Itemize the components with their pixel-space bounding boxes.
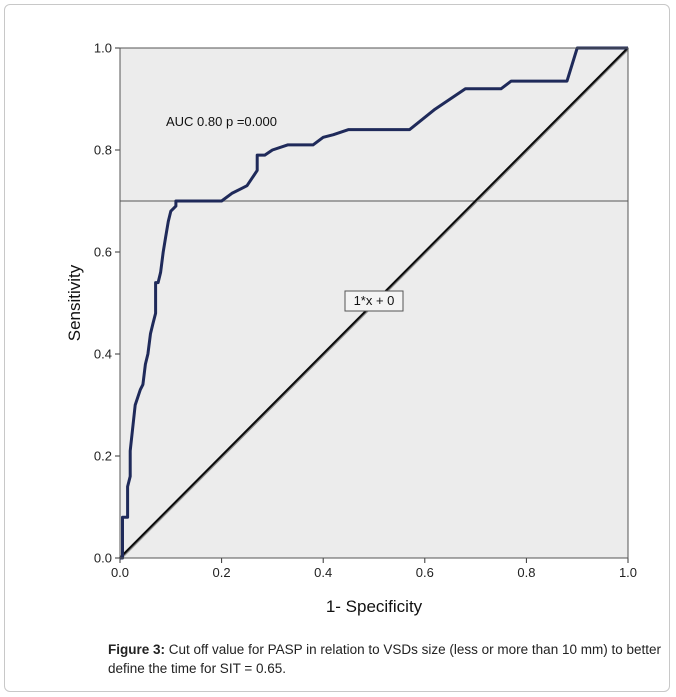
reference-line-label: 1*x + 0: [354, 293, 395, 308]
x-tick-label: 0.6: [416, 565, 434, 580]
x-tick-label: 1.0: [619, 565, 637, 580]
y-tick-label: 0.4: [94, 347, 112, 362]
x-tick-label: 0.0: [111, 565, 129, 580]
auc-annotation: AUC 0.80 p =0.000: [166, 114, 277, 129]
y-tick-label: 1.0: [94, 41, 112, 56]
y-tick-label: 0.2: [94, 449, 112, 464]
figure-caption: Figure 3: Cut off value for PASP in rela…: [108, 640, 668, 678]
x-tick-label: 0.4: [314, 565, 332, 580]
caption-text: Cut off value for PASP in relation to VS…: [108, 642, 661, 676]
y-tick-label: 0.8: [94, 143, 112, 158]
caption-label: Figure 3:: [108, 642, 165, 657]
y-axis-title: Sensitivity: [65, 264, 84, 341]
x-axis-title: 1- Specificity: [326, 597, 423, 616]
y-tick-label: 0.0: [94, 551, 112, 566]
y-tick-label: 0.6: [94, 245, 112, 260]
x-tick-label: 0.8: [517, 565, 535, 580]
x-tick-label: 0.2: [213, 565, 231, 580]
